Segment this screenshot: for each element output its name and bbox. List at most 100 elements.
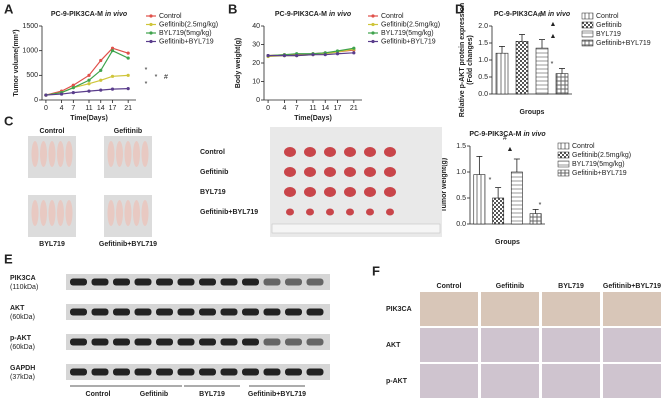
data-point	[71, 86, 75, 90]
data-point	[126, 51, 130, 55]
ihc-column-label: Gefitinib+BYL719	[603, 283, 661, 290]
data-point	[266, 54, 270, 58]
legend-swatch	[581, 21, 594, 29]
legend-label: Gefitinib+BYL719	[381, 38, 436, 45]
band	[220, 308, 238, 316]
legend-marker	[371, 14, 375, 18]
band	[285, 278, 302, 286]
band	[199, 338, 216, 346]
band	[91, 278, 109, 286]
tumor	[284, 167, 296, 177]
data-point	[99, 58, 103, 63]
band	[177, 368, 195, 376]
mouse	[133, 200, 140, 226]
band	[306, 278, 324, 286]
legend-swatch	[557, 160, 570, 168]
annotation: *	[155, 74, 158, 81]
legend-marker	[149, 14, 153, 18]
y-axis-label: Body weight(g)	[235, 38, 242, 89]
group-label: Gefitinib	[140, 391, 168, 398]
chart-title: PC-9-PIK3CA-M in vivo	[494, 11, 571, 18]
title-italic: in vivo	[105, 11, 128, 18]
x-tick-label: 14	[321, 105, 329, 112]
annotation: *	[539, 202, 542, 209]
mouse	[124, 141, 132, 167]
band	[263, 308, 281, 316]
ihc-image	[420, 328, 478, 362]
ihc-column-label: Control	[437, 283, 462, 290]
legend-label: Gefitinib	[596, 22, 622, 29]
data-point	[71, 91, 75, 95]
band	[263, 368, 281, 376]
data-point	[99, 68, 103, 72]
bar	[495, 52, 509, 95]
title-text: PC-9-PIK3CA-M	[51, 11, 103, 18]
x-tick-label: 14	[97, 105, 105, 112]
x-axis-label: Time(Days)	[70, 115, 108, 122]
tumor-label: Control	[200, 149, 225, 156]
band	[113, 368, 130, 376]
ihc-row-label: p-AKT	[386, 378, 408, 385]
y-tick-label: 0.5	[456, 195, 466, 202]
blot-strip	[66, 304, 330, 320]
bar	[535, 47, 549, 95]
ruler	[271, 223, 441, 234]
x-tick-label: 11	[309, 105, 316, 112]
annotation: *	[145, 67, 148, 74]
data-point	[352, 51, 356, 55]
protein-label: GAPDH	[10, 365, 35, 372]
data-point	[110, 46, 115, 50]
legend-label: BYL719(5mg/kg)	[572, 161, 625, 168]
band	[199, 278, 216, 286]
ihc-image	[542, 292, 600, 326]
chart-title: PC-9-PIK3CA-M in vivo	[51, 11, 128, 18]
size-label: (110kDa)	[10, 284, 38, 291]
y-tick-label: 0.0	[478, 91, 488, 98]
y-tick-label: 0.0	[456, 221, 466, 228]
band	[306, 308, 324, 316]
band	[156, 338, 173, 346]
ihc-image	[481, 328, 539, 362]
annotation: #	[164, 74, 168, 81]
data-point	[335, 49, 340, 53]
y-tick-label: 0	[34, 97, 38, 104]
title-italic: in vivo	[548, 11, 571, 18]
y-tick-label: 10	[252, 78, 260, 85]
legend-swatch	[557, 142, 570, 150]
tumor	[304, 147, 316, 157]
legend-swatch	[581, 30, 594, 38]
tumor	[364, 147, 376, 157]
tumor	[384, 147, 396, 157]
mouse	[107, 141, 115, 167]
data-point	[59, 92, 64, 96]
ihc-row-label: PIK3CA	[386, 306, 412, 313]
y-tick-label: 2.0	[478, 23, 488, 30]
ihc-image	[481, 364, 539, 398]
mouse	[65, 141, 73, 167]
mouse	[48, 200, 56, 226]
tumor	[346, 208, 354, 216]
data-point	[126, 87, 130, 91]
y-tick-label: 1.5	[478, 40, 488, 47]
band	[199, 308, 216, 316]
data-point	[87, 82, 91, 86]
tumor-label: BYL719	[200, 189, 226, 196]
band	[242, 278, 259, 286]
band	[113, 278, 130, 286]
band	[134, 308, 152, 316]
photo-label: Gefitinib	[114, 128, 142, 135]
band	[91, 338, 109, 346]
data-point	[87, 89, 91, 93]
group-label: Control	[86, 391, 111, 398]
data-point	[311, 53, 315, 57]
size-label: (60kDa)	[10, 314, 35, 321]
x-tick-label: 7	[295, 105, 299, 112]
title-italic: in vivo	[329, 11, 352, 18]
tumor	[344, 167, 356, 177]
mouse	[107, 200, 115, 226]
tumor	[366, 208, 374, 216]
tumor	[384, 187, 396, 197]
y-tick-label: 20	[252, 60, 260, 67]
legend-label: Gefitinib(2.5mg/kg)	[381, 21, 440, 28]
